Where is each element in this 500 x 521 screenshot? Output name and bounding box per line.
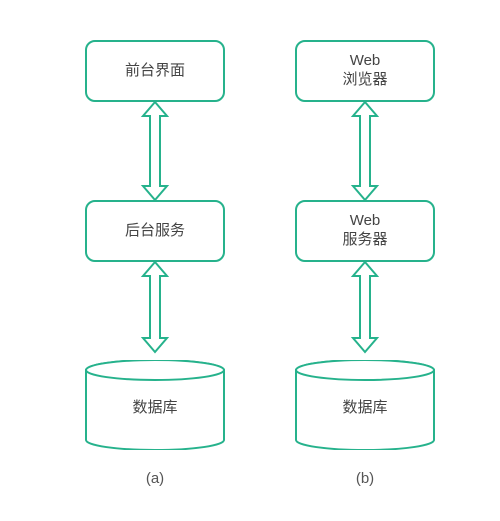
arrow-b2: [353, 262, 377, 352]
caption-a: (a): [115, 470, 195, 487]
cylinder-a_db-label: 数据库: [85, 396, 225, 417]
box-a_top-line-0: 前台界面: [125, 62, 185, 81]
box-b_top-line-1: 浏览器: [342, 71, 387, 90]
cylinder-b_db-label: 数据库: [295, 396, 435, 417]
box-b_top-line-0: Web: [350, 52, 381, 71]
box-b_mid: Web服务器: [295, 200, 435, 262]
box-b_mid-line-0: Web: [350, 212, 381, 231]
arrow-a2: [143, 262, 167, 352]
arrow-b1: [353, 102, 377, 200]
cylinder-a_db: 数据库: [85, 360, 225, 450]
diagram-canvas: 前台界面后台服务Web浏览器Web服务器数据库数据库(a)(b): [0, 0, 500, 521]
box-a_mid: 后台服务: [85, 200, 225, 262]
cylinder-b_db: 数据库: [295, 360, 435, 450]
box-a_top: 前台界面: [85, 40, 225, 102]
caption-b: (b): [325, 470, 405, 487]
box-b_top: Web浏览器: [295, 40, 435, 102]
box-a_mid-line-0: 后台服务: [125, 222, 185, 241]
arrow-a1: [143, 102, 167, 200]
box-b_mid-line-1: 服务器: [342, 231, 387, 250]
